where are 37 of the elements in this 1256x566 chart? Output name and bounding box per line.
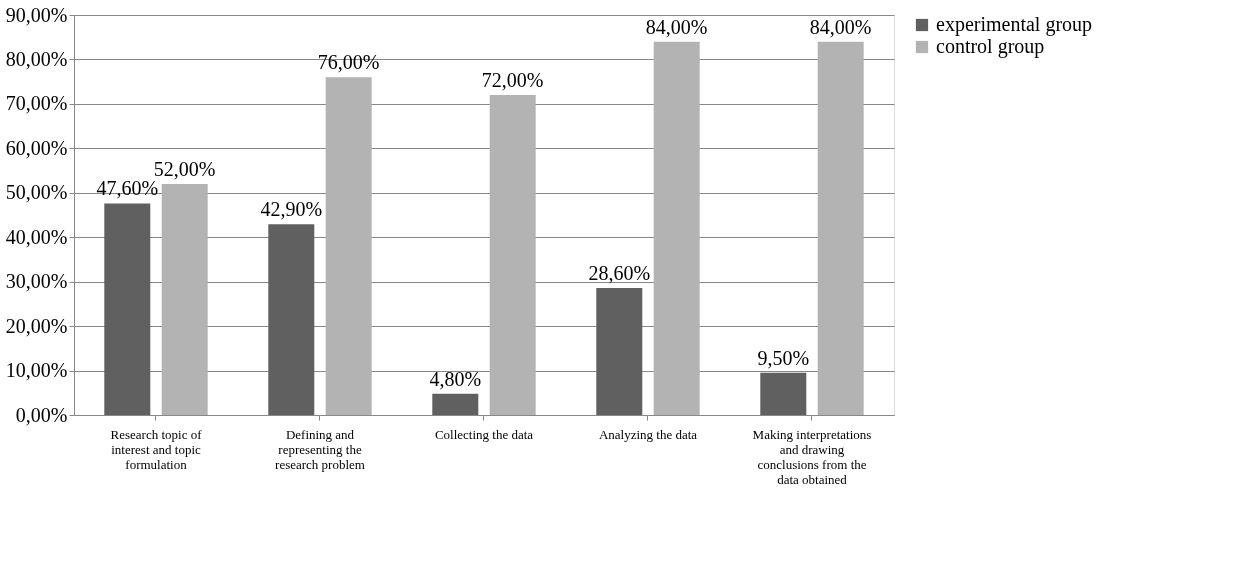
data-label: 42,90% — [260, 198, 323, 221]
x-tick-label: Making interpretations and drawing conclusions from the data obtained — [752, 426, 872, 487]
data-label: 28,60% — [588, 261, 651, 284]
bar — [268, 224, 315, 415]
x-tick-label: Collecting the data — [434, 426, 534, 442]
y-tick-label: 10,00% — [5, 359, 68, 382]
data-label: 76,00% — [317, 51, 380, 74]
bar — [760, 372, 807, 415]
data-label: 4,80% — [429, 367, 482, 390]
x-tick-label: Defining and representing the research problem — [275, 426, 365, 472]
legend-label: control group — [936, 35, 1045, 58]
y-tick-label: 90,00% — [5, 3, 68, 26]
data-label: 52,00% — [153, 157, 216, 180]
legend-label: experimental group — [936, 13, 1093, 36]
bar — [596, 287, 643, 415]
data-label: 84,00% — [809, 15, 872, 38]
bar — [161, 183, 208, 415]
x-tick-label: Research topic of interest and topic formulation — [110, 426, 203, 472]
bar — [325, 77, 372, 415]
bar — [653, 41, 700, 415]
y-tick-label: 80,00% — [5, 47, 68, 70]
bar — [104, 203, 151, 415]
y-tick-label: 40,00% — [5, 225, 68, 248]
y-tick-label: 50,00% — [5, 181, 68, 204]
data-label: 9,50% — [757, 346, 810, 369]
bar — [432, 393, 479, 415]
bar — [489, 95, 536, 415]
data-label: 72,00% — [481, 69, 544, 91]
data-label: 47,60% — [96, 177, 159, 200]
x-tick-label: Analyzing the data — [598, 426, 698, 442]
y-tick-label: 20,00% — [5, 314, 68, 337]
y-tick-label: 0,00% — [15, 403, 68, 426]
bar — [817, 41, 864, 415]
data-label: 84,00% — [645, 15, 708, 38]
y-tick-label: 30,00% — [5, 270, 68, 293]
y-tick-label: 60,00% — [5, 136, 68, 159]
y-tick-label: 70,00% — [5, 92, 68, 115]
